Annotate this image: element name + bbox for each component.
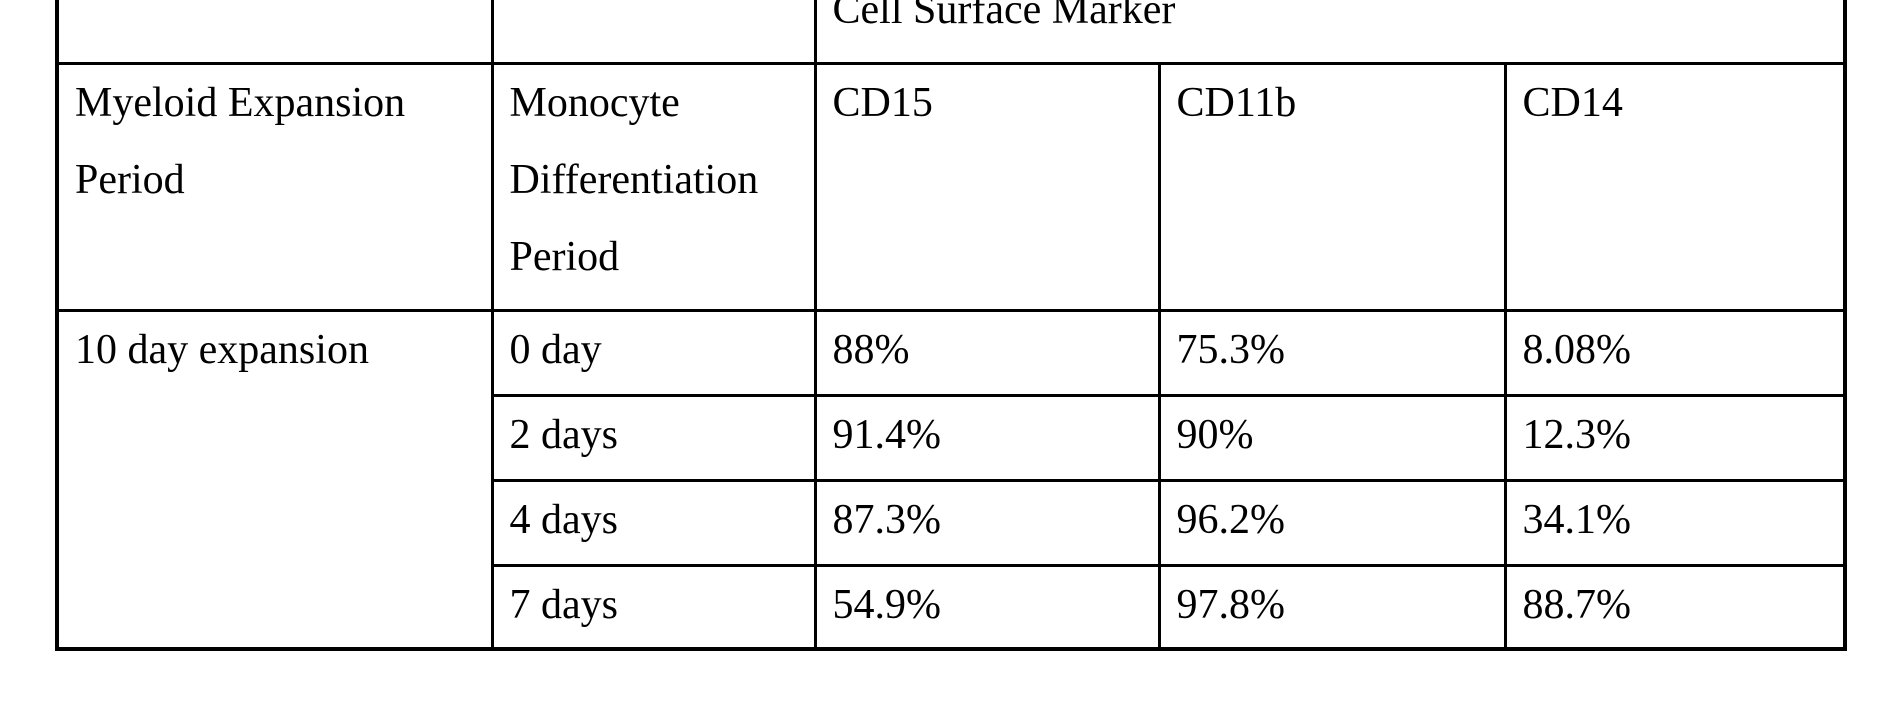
column-header-myeloid-expansion-period: Myeloid Expansion Period [55,61,494,312]
cell-cd14-value: 8.08% [1503,308,1847,397]
empty-cell [55,0,494,65]
table-row: Cell Surface Marker [55,0,1847,65]
cell-cd15-value: 91.4% [813,393,1161,482]
cell-cd14-value: 88.7% [1503,563,1847,651]
table-row: 2 days 91.4% 90% 12.3% [57,393,1847,482]
empty-cell [490,0,817,65]
cell-differentiation-period: 0 day [490,308,817,397]
cell-cd11b-value: 90% [1157,393,1507,482]
cell-surface-marker-table: Cell Surface Marker Myeloid Expansion Pe… [55,0,1848,651]
table-row: 7 days 54.9% 97.8% 88.7% [57,563,1847,651]
column-header-cd14: CD14 [1503,61,1847,312]
cell-cd14-value: 12.3% [1503,393,1847,482]
cell-differentiation-period: 7 days [490,563,817,651]
cell-cd11b-value: 75.3% [1157,308,1507,397]
cell-differentiation-period: 2 days [490,393,817,482]
cell-cd15-value: 88% [813,308,1161,397]
cell-differentiation-period: 4 days [490,478,817,567]
column-header-cd15: CD15 [813,61,1161,312]
cell-cd11b-value: 97.8% [1157,563,1507,651]
column-header-cd11b: CD11b [1157,61,1507,312]
table-row: 4 days 87.3% 96.2% 34.1% [57,478,1847,567]
cell-cd15-value: 87.3% [813,478,1161,567]
cell-cd14-value: 34.1% [1503,478,1847,567]
cell-cd11b-value: 96.2% [1157,478,1507,567]
table-row: Myeloid Expansion Period Monocyte Differ… [55,61,1847,312]
column-header-monocyte-differentiation-period: Monocyte Differentiation Period [490,61,817,312]
table-row: 10 day expansion 0 day 88% 75.3% 8.08% [55,308,1847,651]
group-header-cell-surface-marker: Cell Surface Marker [813,0,1847,65]
document-table-region: Cell Surface Marker Myeloid Expansion Pe… [55,0,1848,651]
cell-cd15-value: 54.9% [813,563,1161,651]
cell-expansion-group-label: 10 day expansion [55,308,494,651]
